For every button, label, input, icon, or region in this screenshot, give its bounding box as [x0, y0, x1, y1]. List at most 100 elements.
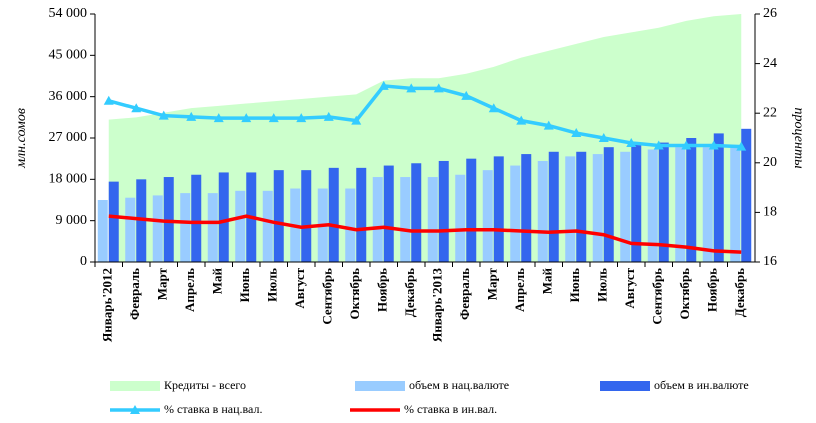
marker — [296, 113, 307, 123]
y2-tick-label: 26 — [763, 6, 777, 21]
bar — [438, 160, 449, 262]
y2-tick-label: 18 — [763, 205, 777, 220]
x-tick-label: Апрель — [512, 268, 527, 312]
bar — [372, 177, 383, 262]
y-tick-label: 36 000 — [49, 89, 88, 104]
bar — [328, 167, 339, 262]
legend-swatch — [355, 381, 405, 391]
legend-label: Кредиты - всего — [164, 378, 246, 392]
y-tick-label: 0 — [80, 254, 87, 269]
legend-label: объем в нац.валюте — [409, 378, 509, 392]
x-tick-label: Октябрь — [677, 268, 692, 320]
y-tick-label: 18 000 — [49, 172, 88, 187]
x-tick-label: Ноябрь — [705, 268, 720, 312]
y2-tick-label: 20 — [763, 155, 777, 170]
bar — [565, 156, 576, 262]
x-tick-label: Октябрь — [347, 268, 362, 320]
x-tick-label: Март — [155, 267, 170, 300]
legend-label: % ставка в ин.вал. — [404, 402, 497, 416]
bar — [675, 147, 686, 262]
bar — [510, 165, 521, 262]
bar — [427, 177, 438, 262]
x-tick-label: Декабрь — [732, 268, 747, 317]
bar — [356, 167, 367, 262]
bar — [730, 144, 741, 262]
y-tick-label: 45 000 — [49, 48, 88, 63]
bar — [383, 165, 394, 262]
bar — [218, 172, 229, 262]
bar — [603, 147, 614, 262]
bar — [702, 147, 713, 262]
marker — [241, 113, 252, 123]
bar — [235, 190, 246, 262]
marker — [351, 115, 362, 125]
marker — [406, 83, 417, 93]
x-tick-label: Январь'2012 — [100, 268, 115, 342]
bar — [592, 154, 603, 262]
marker — [626, 137, 637, 147]
marker — [708, 140, 719, 150]
bar — [620, 151, 631, 262]
legend-swatch — [110, 381, 160, 391]
bar — [576, 151, 587, 262]
bar — [482, 170, 493, 262]
line — [108, 214, 742, 254]
bar — [97, 200, 108, 262]
bar — [400, 177, 411, 262]
marker — [461, 90, 472, 100]
x-tick-label: Февраль — [457, 268, 472, 320]
bar — [411, 163, 422, 262]
marker — [378, 80, 389, 90]
x-tick-label: Май — [210, 267, 225, 294]
marker — [736, 141, 747, 151]
bar — [180, 193, 191, 262]
legend-marker — [130, 405, 140, 414]
bar — [125, 197, 136, 262]
x-tick-label: Июль — [595, 268, 610, 302]
bar — [108, 181, 119, 262]
bar — [548, 151, 559, 262]
y2-tick-label: 16 — [763, 254, 777, 269]
marker — [543, 120, 554, 130]
y2-axis-title: проценты — [791, 107, 806, 168]
legend-swatch — [600, 381, 650, 391]
bar — [631, 144, 642, 262]
x-tick-label: Февраль — [127, 268, 142, 320]
marker — [268, 113, 279, 123]
marker — [598, 133, 609, 142]
bar — [273, 170, 284, 262]
x-tick-label: Май — [540, 267, 555, 294]
bar — [647, 149, 658, 262]
y2-tick-label: 24 — [763, 56, 777, 71]
marker — [158, 110, 169, 120]
bar — [658, 142, 669, 262]
area — [108, 14, 742, 262]
x-tick-label: Июнь — [567, 268, 582, 303]
marker — [186, 111, 197, 121]
x-tick-label: Декабрь — [402, 268, 417, 317]
x-tick-label: Март — [485, 267, 500, 300]
bar — [493, 156, 504, 262]
legend-label: % ставка в нац.вал. — [164, 402, 262, 416]
bar — [152, 195, 163, 262]
y-axis-title: млн.сомов — [14, 108, 29, 169]
x-tick-label: Август — [622, 267, 637, 308]
y2-tick-label: 22 — [763, 105, 777, 120]
marker — [131, 103, 142, 113]
x-tick-label: Июль — [265, 268, 280, 302]
marker — [571, 128, 582, 138]
bar — [686, 138, 697, 262]
marker — [488, 103, 499, 113]
marker — [323, 111, 334, 121]
bar — [191, 174, 202, 262]
marker — [681, 140, 692, 150]
marker — [653, 140, 664, 150]
marker — [103, 95, 114, 105]
bar — [537, 160, 548, 262]
bar — [466, 158, 477, 262]
bar — [521, 154, 532, 262]
x-tick-label: Июнь — [237, 268, 252, 303]
bar — [455, 174, 466, 262]
bar — [207, 193, 218, 262]
